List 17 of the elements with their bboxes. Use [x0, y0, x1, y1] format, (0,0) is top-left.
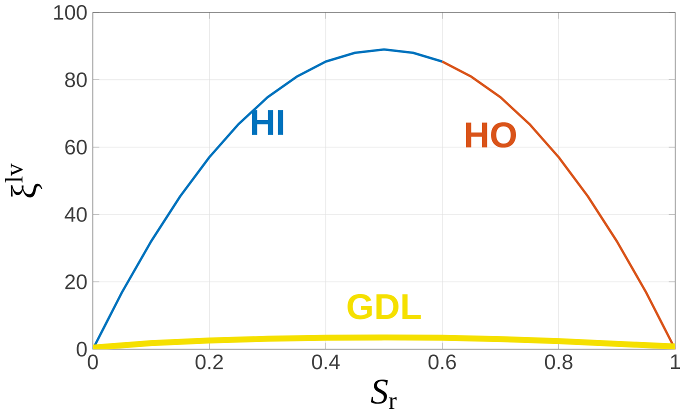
x-tick-label: 0.8	[544, 354, 572, 370]
y-axis-title: ξ$^{lv}$	[5, 163, 42, 198]
y-tick-label: 40	[64, 207, 87, 222]
y-tick-label: 100	[54, 4, 87, 20]
y-tick-label: 80	[65, 72, 87, 88]
y-tick-label: 20	[65, 274, 87, 290]
y-tick-label: 60	[65, 140, 87, 155]
x-tick-label: 0.6	[428, 354, 456, 370]
y-tick-label: 0	[76, 342, 87, 357]
series-label: HO	[466, 122, 516, 148]
x-tick-label: 0	[88, 354, 98, 370]
x-tick-label: 1	[670, 354, 680, 369]
x-tick-label: 0.2	[196, 354, 223, 370]
series-label: GDL	[348, 294, 421, 320]
series-label: HI	[252, 110, 284, 135]
x-tick-label: 0.4	[312, 354, 340, 370]
x-axis-title: S$_{r}$	[370, 380, 397, 410]
